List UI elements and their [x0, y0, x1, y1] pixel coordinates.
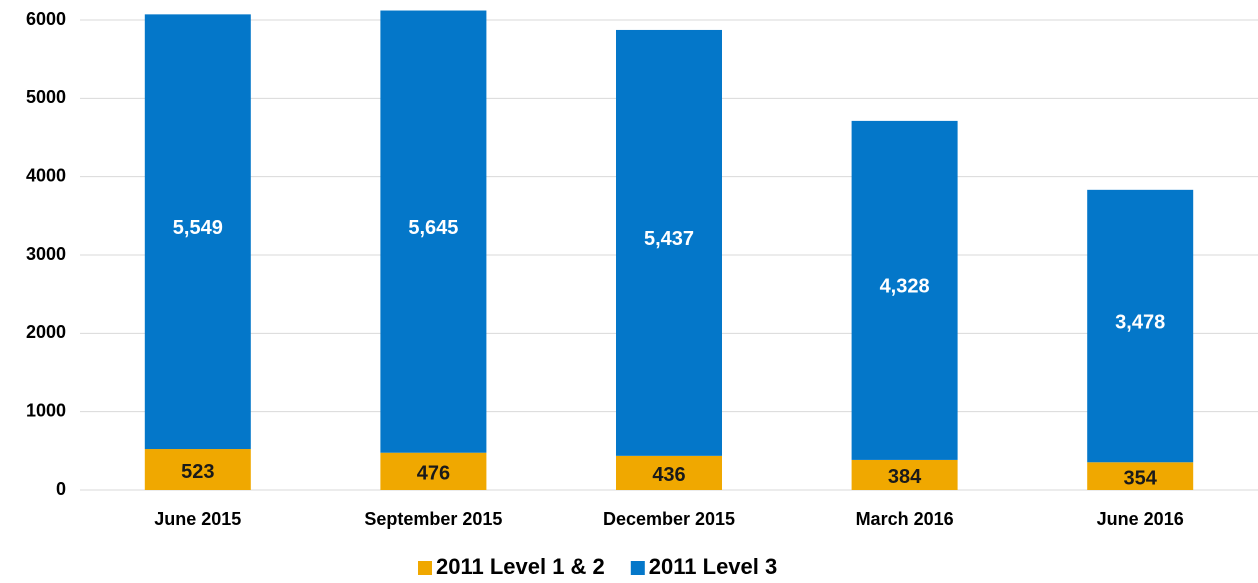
- data-label: 523: [181, 461, 214, 483]
- data-label: 5,645: [408, 217, 458, 239]
- bar-segment: [616, 455, 722, 490]
- x-tick-label: June 2015: [154, 509, 241, 529]
- y-tick-label: 0: [56, 479, 66, 499]
- y-tick-label: 6000: [26, 9, 66, 29]
- bar-segment: [144, 449, 251, 490]
- legend-label: 2011 Level 1 & 2: [436, 554, 605, 579]
- legend-label: 2011 Level 3: [649, 554, 777, 579]
- bar-segment: [1087, 189, 1194, 463]
- x-tick-label: September 2015: [364, 509, 502, 529]
- x-tick-label: June 2016: [1097, 509, 1184, 529]
- data-label: 3,478: [1115, 311, 1165, 333]
- data-label: 476: [417, 463, 450, 485]
- data-label: 354: [1124, 467, 1158, 489]
- y-tick-label: 2000: [26, 322, 66, 342]
- bar-segment: [616, 29, 722, 456]
- bar-segment: [144, 14, 251, 450]
- bar-segment: [1087, 462, 1194, 490]
- bar-segment: [380, 10, 487, 453]
- bar-segment: [851, 120, 958, 460]
- data-label: 5,549: [173, 217, 223, 239]
- x-tick-label: March 2016: [856, 509, 954, 529]
- bar-segment: [380, 452, 487, 490]
- legend-swatch: [418, 561, 432, 575]
- bar-segment: [851, 459, 958, 490]
- data-label: 384: [888, 466, 922, 488]
- data-label: 436: [652, 464, 685, 486]
- y-tick-label: 3000: [26, 244, 66, 264]
- y-tick-label: 5000: [26, 87, 66, 107]
- x-tick-label: December 2015: [603, 509, 735, 529]
- legend-swatch: [630, 561, 645, 575]
- y-tick-label: 4000: [26, 165, 66, 185]
- data-label: 4,328: [880, 276, 930, 298]
- data-label: 5,437: [644, 228, 694, 250]
- y-tick-label: 1000: [26, 400, 66, 420]
